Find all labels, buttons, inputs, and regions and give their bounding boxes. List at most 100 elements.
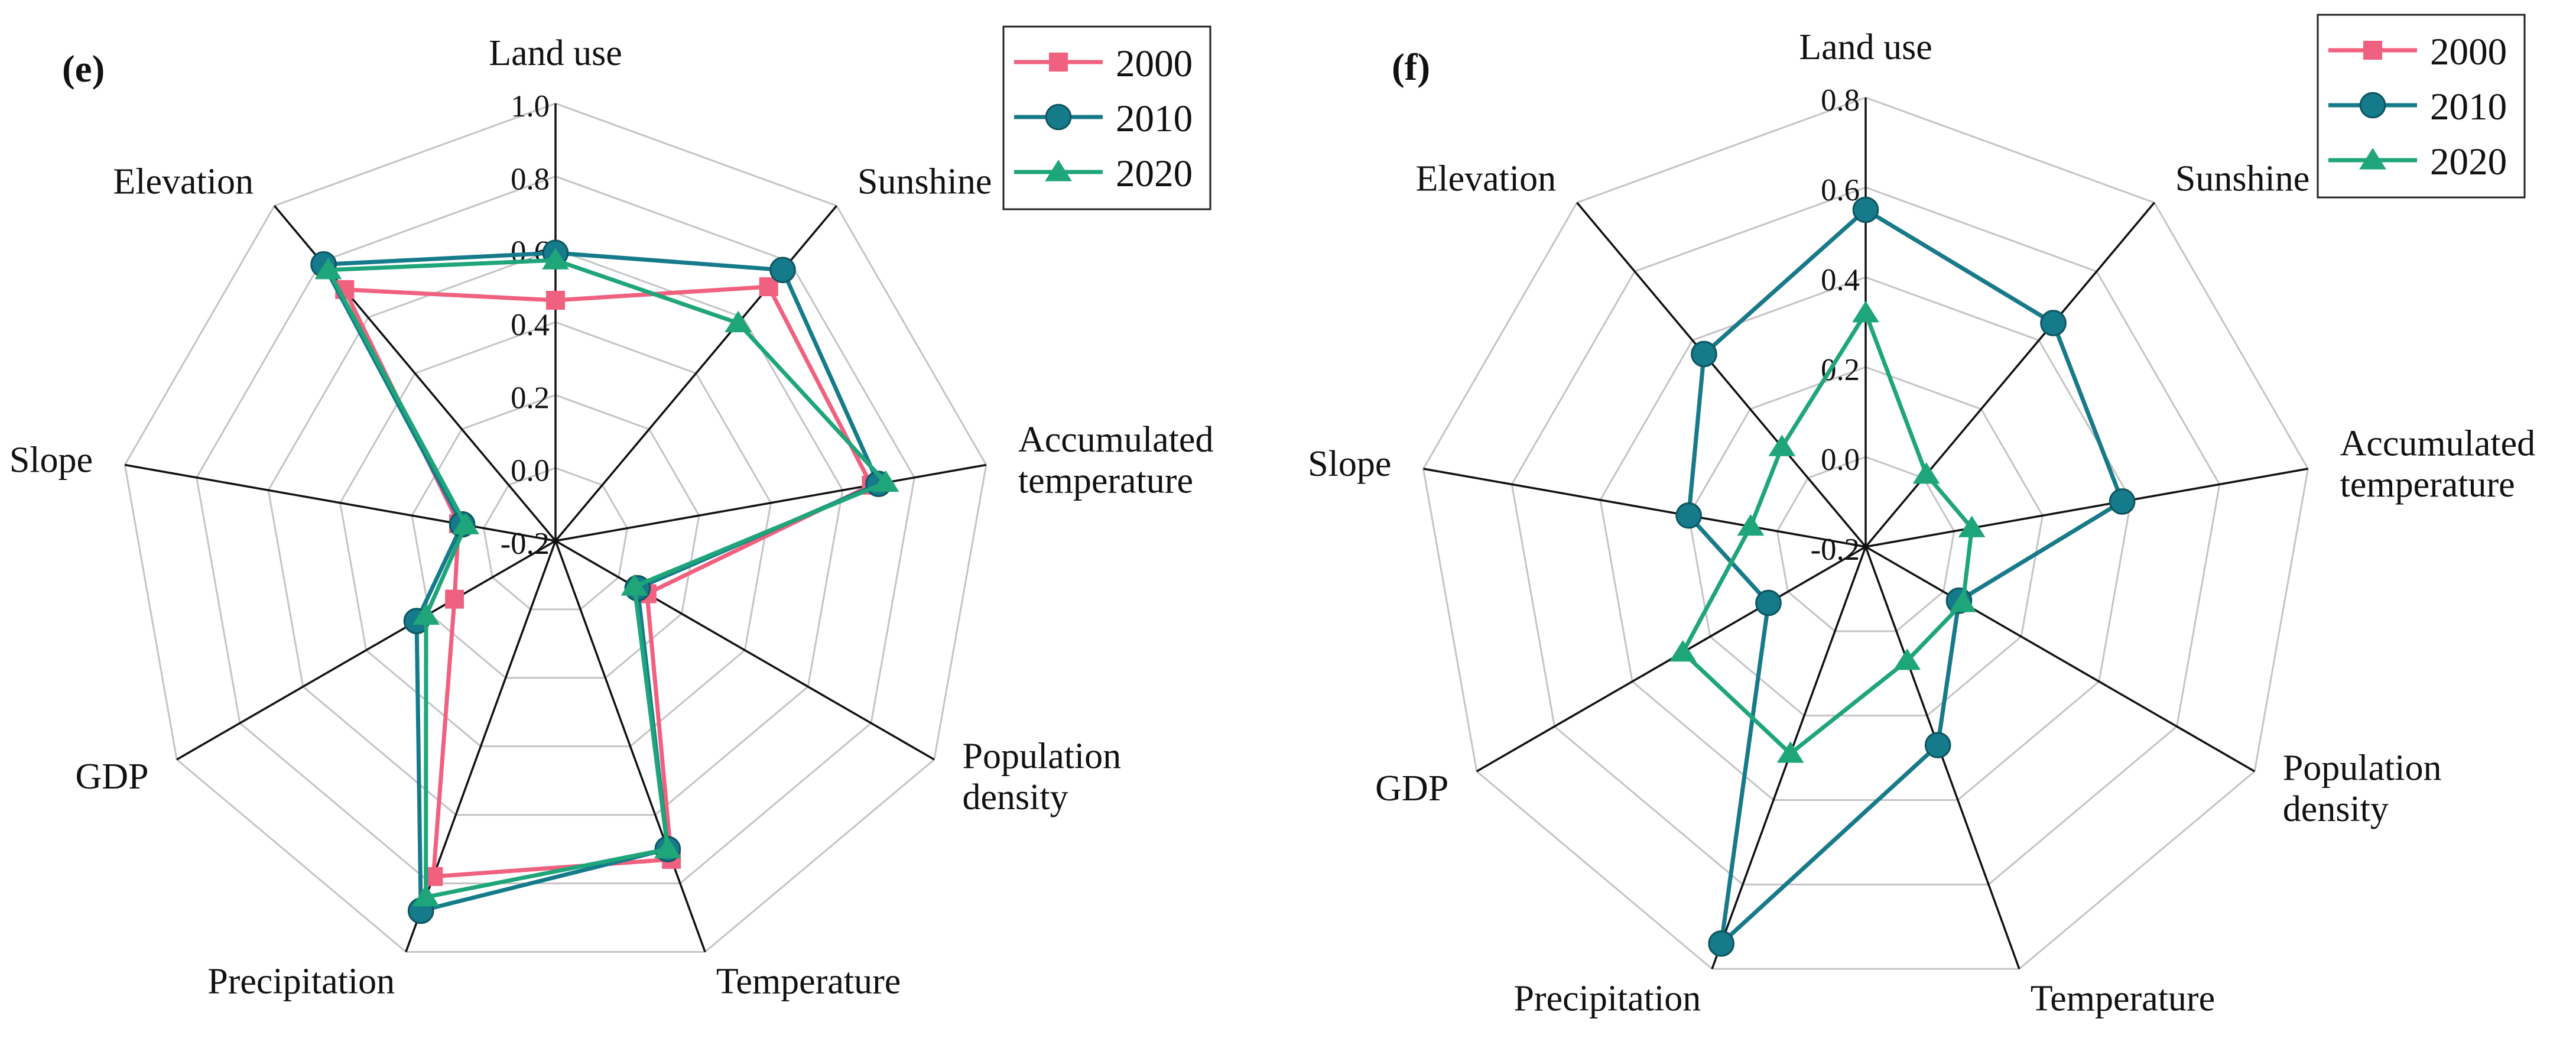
axis-labels: Land use Sunshine Accumulated temperature Po… xyxy=(9,33,1214,1002)
point-2010-land-use xyxy=(1852,196,1879,223)
spoke-sunshine xyxy=(1864,202,2155,548)
point-2020-accumulated-temperature xyxy=(872,470,899,492)
axis-label-population-density: Population density xyxy=(962,736,1121,817)
grid-ring-1 xyxy=(1776,456,1955,632)
axis-label-land-use: Land use xyxy=(489,33,622,73)
point-2020-temperature xyxy=(654,836,681,859)
spoke-elevation xyxy=(1576,202,1867,548)
legend: 2000 2010 2020 xyxy=(2317,14,2526,199)
tick-label: 0.8 xyxy=(511,162,550,196)
radial-ticks: -0.20.00.20.40.60.81.0 xyxy=(501,89,550,561)
legend-label-2010: 2010 xyxy=(1116,98,1193,140)
point-2020-elevation xyxy=(1768,434,1796,456)
series-2020 xyxy=(1669,301,1986,763)
grid-ring-2 xyxy=(1688,366,2044,717)
series-2010 xyxy=(1675,196,2136,957)
grid-ring-5 xyxy=(1422,96,2309,970)
point-2000-gdp xyxy=(445,589,464,609)
axis-label-elevation: Elevation xyxy=(1416,158,1557,199)
spoke-population-density xyxy=(1865,546,2256,773)
axis-label-accumulated-temperature: Accumulated temperature xyxy=(2340,423,2536,504)
spoke-accumulated-temperature xyxy=(555,463,987,542)
legend-label-2020: 2020 xyxy=(2430,141,2507,183)
axis-label-precipitation: Precipitation xyxy=(1513,978,1701,1018)
point-2010-precipitation xyxy=(1708,930,1734,957)
point-2010-temperature xyxy=(1924,732,1951,758)
axis-label-gdp: GDP xyxy=(75,757,148,797)
axis-label-temperature: Temperature xyxy=(2031,978,2215,1018)
legend-marker-2010 xyxy=(2359,92,2386,119)
axis-label-population-density: Population density xyxy=(2283,748,2442,829)
series-2020 xyxy=(314,248,899,907)
point-2020-sunshine xyxy=(725,310,752,333)
tick-label: 0.0 xyxy=(1821,443,1860,477)
spoke-accumulated-temperature xyxy=(1865,468,2308,548)
grid xyxy=(124,102,987,953)
tick-label: 0.8 xyxy=(1821,83,1860,118)
axis-label-accumulated-temperature: Accumulated temperature xyxy=(1018,420,1214,501)
axis-label-sunshine: Sunshine xyxy=(857,162,992,202)
axis-label-slope: Slope xyxy=(9,440,93,481)
spoke-temperature xyxy=(554,540,706,952)
legend-marker-2020 xyxy=(2359,148,2386,170)
tick-label: 0.2 xyxy=(511,381,550,415)
legend-marker-2020 xyxy=(1045,160,1072,181)
panel-label: (f) xyxy=(1392,46,1430,89)
tick-label: 0.2 xyxy=(1821,353,1860,387)
axis-labels: Land use Sunshine Accumulated temperature Po… xyxy=(1308,27,2535,1018)
legend-marker-2010 xyxy=(1045,103,1072,131)
axis-label-temperature: Temperature xyxy=(716,962,901,1002)
legend-marker-2000 xyxy=(1049,53,1068,72)
legend-label-2020: 2020 xyxy=(1116,153,1193,195)
radial-ticks: -0.2 0.0 0.2 0.4 0.6 0.8 xyxy=(1811,83,1860,567)
legend-marker-2000 xyxy=(2363,41,2382,60)
grid-ring-6 xyxy=(124,102,987,953)
point-2020-elevation xyxy=(314,257,342,280)
point-2020-slope xyxy=(1737,514,1765,536)
spoke-slope xyxy=(1423,468,1866,548)
point-2020-population-density xyxy=(621,574,648,596)
tick-label: 0.6 xyxy=(1821,173,1860,207)
axis-label-gdp: GDP xyxy=(1375,768,1448,809)
axis-label-elevation: Elevation xyxy=(113,162,254,202)
point-2020-land-use xyxy=(542,248,569,270)
point-2010-elevation xyxy=(1691,340,1717,368)
spoke-temperature xyxy=(1864,546,2020,969)
tick-label: 0.4 xyxy=(511,308,550,342)
tick-label: -0.2 xyxy=(1811,533,1860,567)
panel-label: (e) xyxy=(62,48,105,90)
legend-label-2010: 2010 xyxy=(2430,86,2507,128)
point-2020-precipitation xyxy=(412,884,440,907)
grid-ring-4 xyxy=(267,248,844,816)
axis-label-slope: Slope xyxy=(1308,444,1391,484)
axis-label-precipitation: Precipitation xyxy=(207,962,395,1002)
spoke-slope xyxy=(124,463,556,542)
point-2020-slope xyxy=(452,512,480,534)
grid-ring-3 xyxy=(1599,276,2132,801)
grid-ring-3 xyxy=(339,321,772,748)
series-2010 xyxy=(310,239,892,924)
tick-label: 0.4 xyxy=(1821,263,1860,297)
grid-ring-1 xyxy=(482,467,629,611)
panel-f: -0.2 0.0 0.2 0.4 0.6 0.8 Land use Sunshine Accum… xyxy=(1308,14,2535,1018)
spoke-population-density xyxy=(555,540,935,761)
tick-label: 0.0 xyxy=(511,454,550,488)
point-2020-accumulated-temperature xyxy=(1958,515,1986,537)
series-2000 xyxy=(335,277,881,886)
tick-label: 1.0 xyxy=(511,89,550,124)
series-line-2020 xyxy=(324,258,889,900)
point-2020-land-use xyxy=(1852,301,1879,323)
point-2010-sunshine xyxy=(769,257,796,284)
legend-label-2000: 2000 xyxy=(1116,43,1193,85)
point-2010-sunshine xyxy=(2040,310,2067,336)
point-2020-precipitation xyxy=(1776,741,1804,763)
point-2000-land-use xyxy=(546,291,565,310)
grid xyxy=(1422,96,2309,970)
grid-ring-4 xyxy=(1510,186,2221,885)
grid-ring-5 xyxy=(196,175,915,884)
legend: 2000 2010 2020 xyxy=(1002,25,1211,210)
axis-label-land-use: Land use xyxy=(1799,27,1932,67)
point-2020-population-density xyxy=(1949,590,1977,612)
